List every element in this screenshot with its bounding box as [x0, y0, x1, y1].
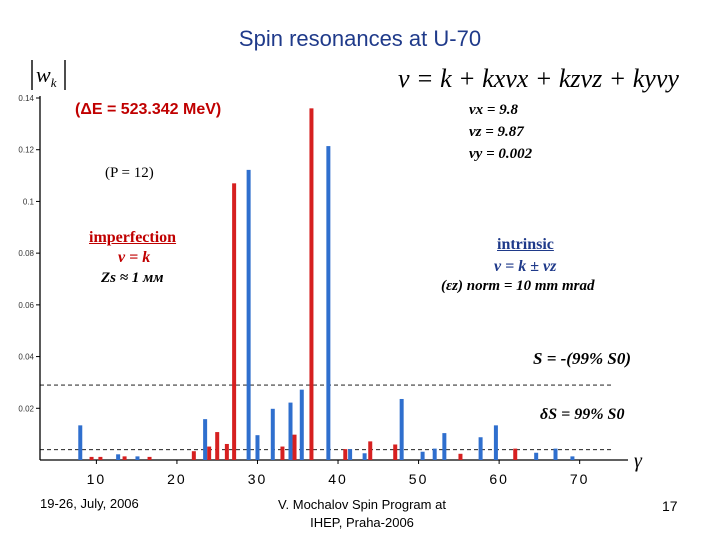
intrinsic-bar — [78, 425, 83, 460]
intrinsic-bar — [420, 451, 425, 460]
imperfection-bar — [224, 443, 229, 460]
intrinsic-bar — [326, 146, 331, 460]
svg-text:wk: wk — [36, 62, 57, 90]
footer-dates: 19-26, July, 2006 — [40, 496, 139, 511]
imperfection-equation: ν = k — [118, 249, 151, 266]
imperfection-zs: Zs ≈ 1 мм — [101, 270, 164, 286]
intrinsic-bar — [478, 437, 483, 460]
nu-x-value: νx = 9.8 — [469, 102, 518, 118]
y-tick-label: 0.02 — [18, 404, 34, 413]
intrinsic-bar — [432, 448, 437, 460]
imperfection-bar — [147, 456, 152, 460]
y-axis-symbol: wk — [31, 60, 66, 90]
imperfection-bar — [513, 448, 518, 460]
nu-y-value: νy = 0.002 — [469, 146, 533, 162]
resonance-formula: ν = k + kxνx + kzνz + kyνy — [398, 64, 679, 93]
intrinsic-bar — [203, 419, 208, 460]
footer-line-1: V. Mochalov Spin Program at — [278, 497, 446, 512]
energy-step: (ΔE = 523.342 MeV) — [75, 101, 222, 118]
imperfection-bar — [292, 434, 297, 460]
intrinsic-bar — [399, 398, 404, 460]
y-tick-label: 0.14 — [18, 94, 34, 103]
imperfection-bar — [122, 456, 127, 460]
y-axis-symbol-text: w — [36, 62, 51, 87]
x-tick-label: 70 — [570, 471, 590, 487]
intrinsic-bar — [362, 453, 367, 460]
x-tick-label: 40 — [328, 471, 348, 487]
page-number: 17 — [662, 498, 678, 514]
s-level-label: S = -(99% S0) — [533, 349, 631, 368]
x-axis-symbol: γ — [634, 450, 642, 472]
ds-level-label: δS = 99% S0 — [540, 406, 625, 423]
intrinsic-bar — [270, 408, 275, 460]
intrinsic-title: intrinsic — [497, 236, 554, 253]
imperfection-bar — [343, 449, 348, 460]
imperfection-bar — [207, 446, 212, 460]
imperfection-title: imperfection — [89, 229, 177, 246]
slide-title: Spin resonances at U-70 — [238, 26, 482, 51]
y-tick-label: 0.1 — [23, 197, 35, 206]
intrinsic-bar — [135, 456, 140, 460]
imperfection-bar — [458, 453, 463, 460]
intrinsic-bar — [442, 433, 447, 460]
intrinsic-bar — [553, 448, 558, 460]
periodicity-label: (P = 12) — [105, 165, 154, 181]
imperfection-bar — [393, 444, 398, 460]
y-tick-label: 0.06 — [18, 301, 34, 310]
intrinsic-emittance: (εz) norm = 10 mm mrad — [441, 278, 595, 294]
x-tick-label: 60 — [489, 471, 509, 487]
imperfection-bar — [309, 108, 314, 460]
y-tick-label: 0.12 — [18, 146, 34, 155]
intrinsic-bar — [246, 169, 251, 460]
intrinsic-bar — [493, 425, 498, 460]
imperfection-bar — [368, 441, 373, 460]
intrinsic-bar — [348, 449, 353, 460]
imperfection-bar — [232, 183, 237, 461]
nu-z-value: νz = 9.87 — [469, 124, 524, 140]
imperfection-bar — [280, 446, 285, 460]
imperfection-bar — [98, 456, 103, 460]
intrinsic-bar — [299, 389, 304, 460]
intrinsic-equation: ν = k ± νz — [494, 258, 557, 275]
intrinsic-bar — [288, 402, 293, 460]
y-tick-label: 0.08 — [18, 249, 34, 258]
intrinsic-bar — [534, 452, 539, 460]
imperfection-bar — [89, 456, 94, 460]
footer-line-2: IHEP, Praha-2006 — [310, 515, 414, 530]
x-tick-label: 30 — [248, 471, 268, 487]
x-tick-label: 10 — [87, 471, 107, 487]
x-tick-label: 50 — [409, 471, 429, 487]
intrinsic-bar — [116, 454, 121, 460]
intrinsic-bar — [570, 456, 575, 460]
y-tick-label: 0.04 — [18, 353, 34, 362]
imperfection-bar — [191, 451, 196, 460]
x-tick-label: 20 — [167, 471, 187, 487]
intrinsic-bar — [255, 435, 260, 460]
imperfection-bar — [215, 432, 220, 460]
